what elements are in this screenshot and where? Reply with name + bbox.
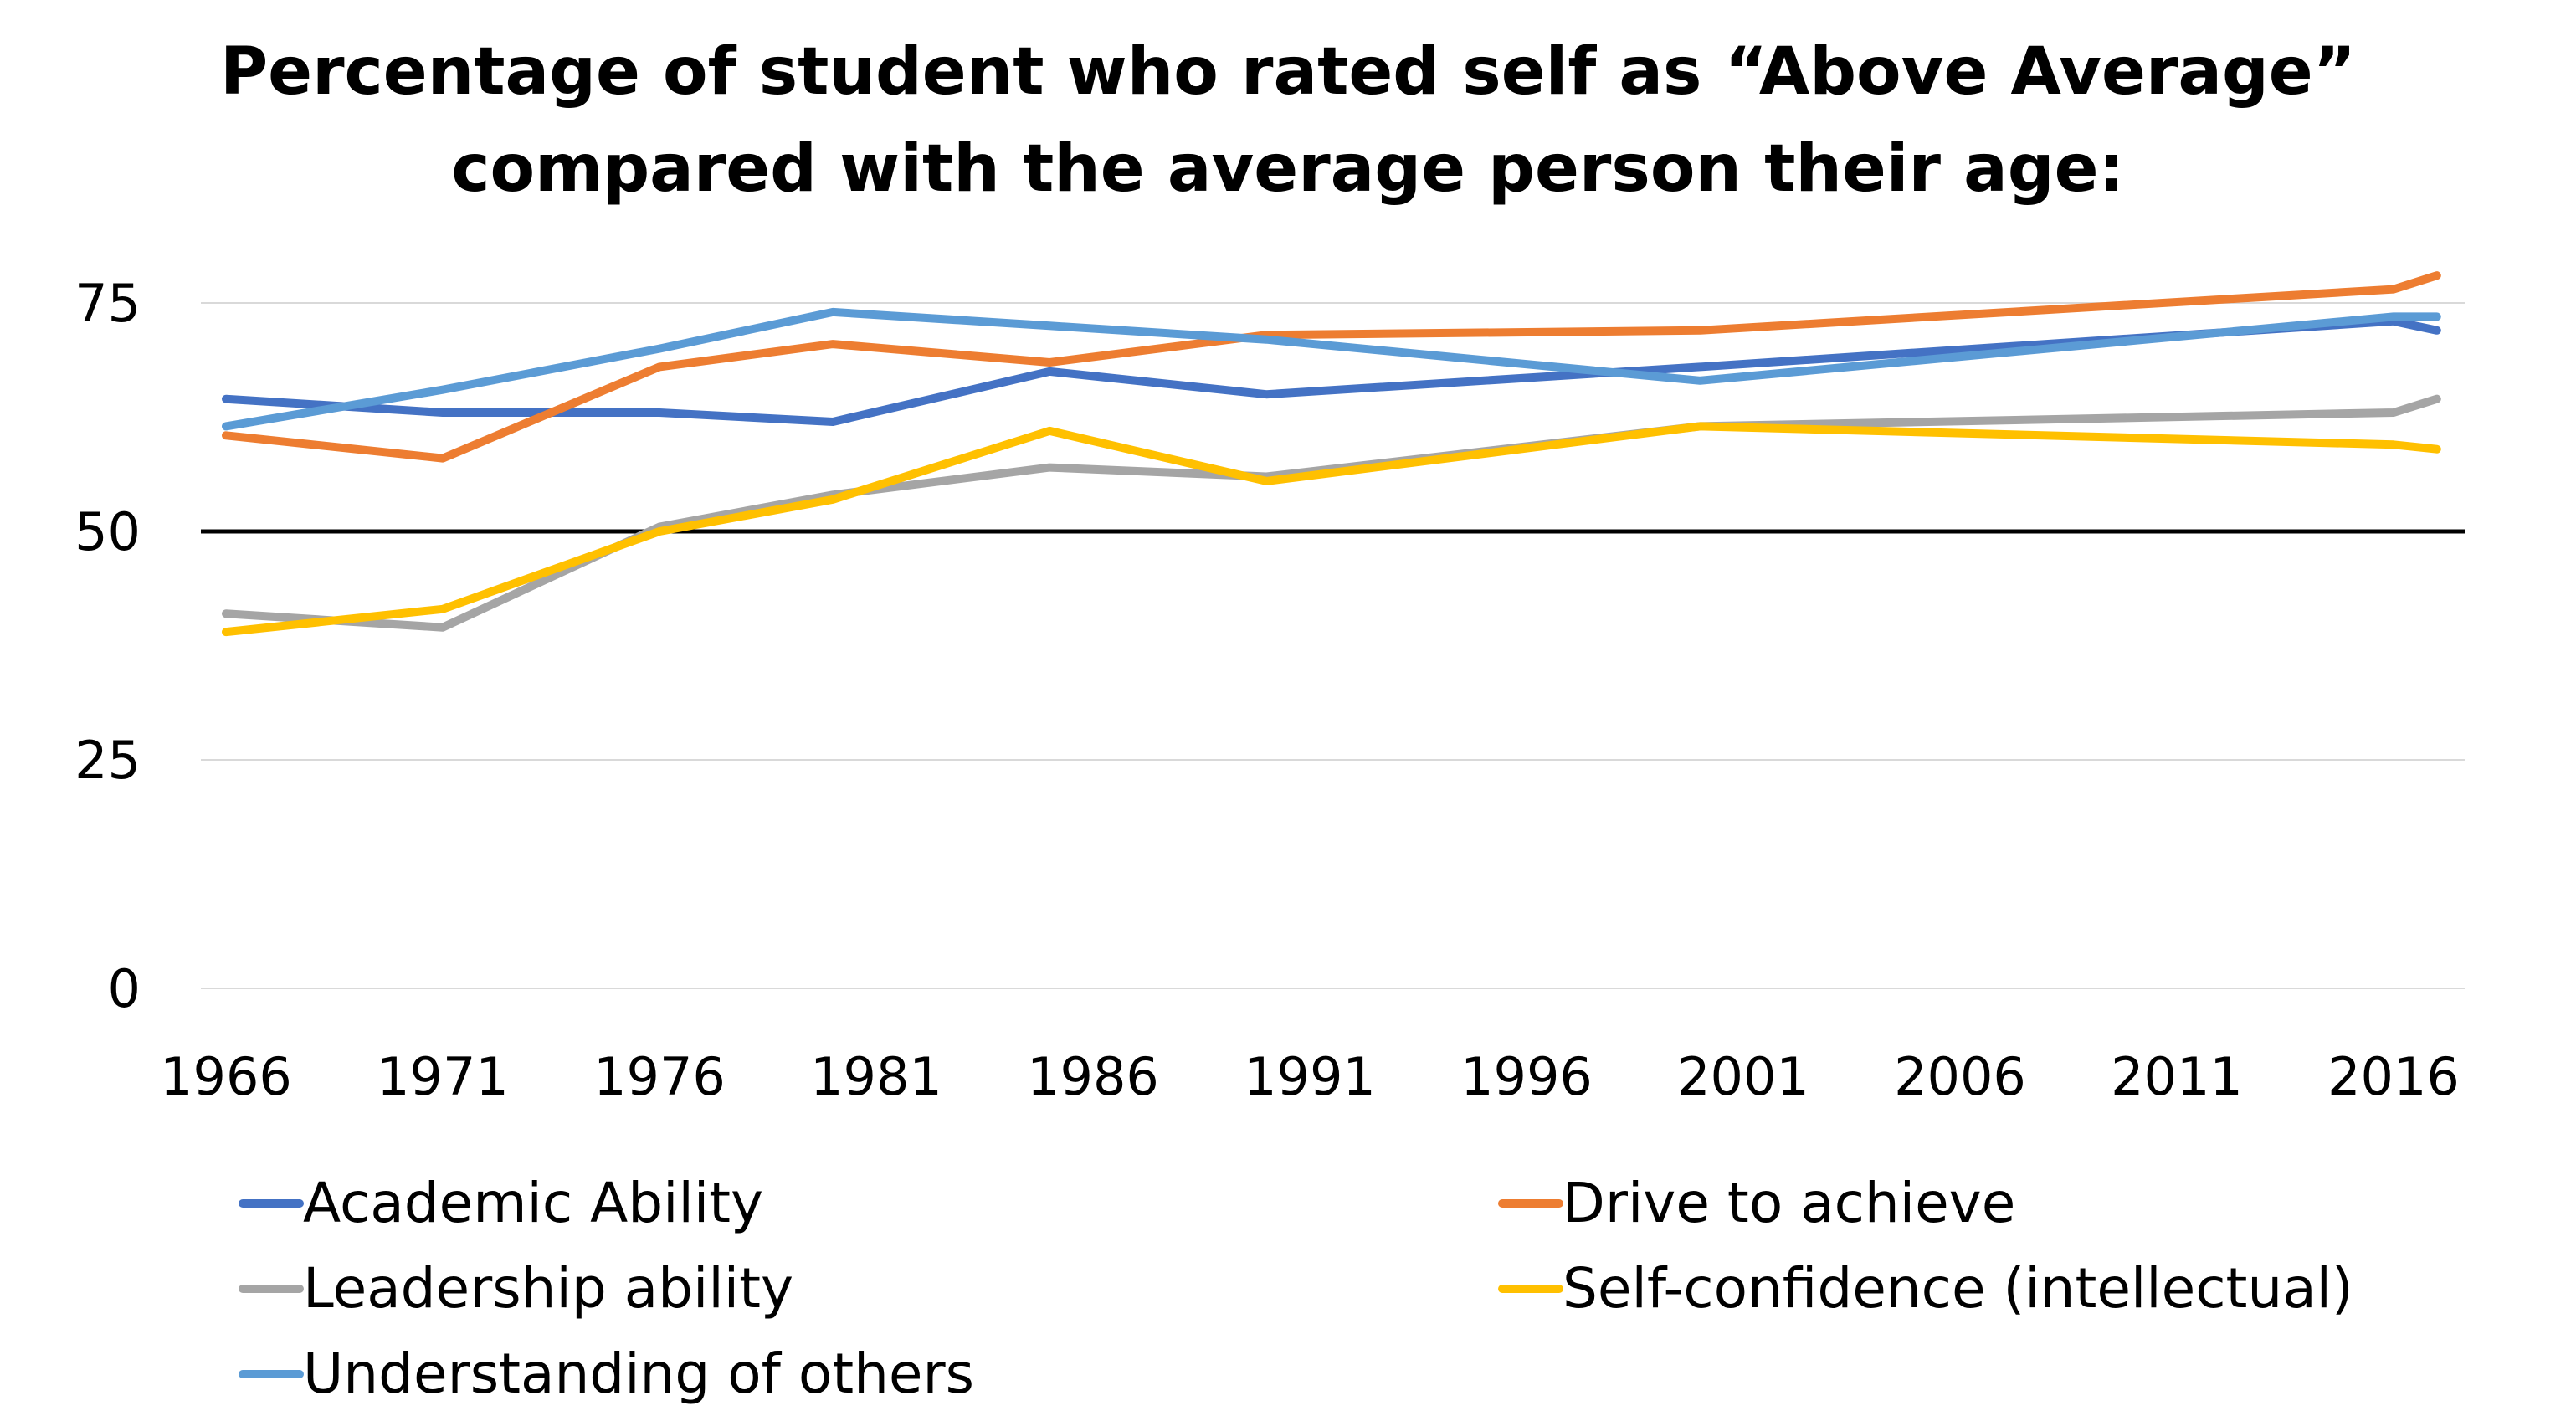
series-lines — [222, 271, 2441, 637]
x-tick-label-2016: 2016 — [2327, 1046, 2460, 1107]
x-tick-label-1991: 1991 — [1244, 1046, 1376, 1107]
x-tick-label-1976: 1976 — [593, 1046, 726, 1107]
series-line-drive-to-achieve — [222, 271, 2441, 463]
series-line-leadership-ability — [222, 394, 2441, 632]
legend-label-academic-ability: Academic Ability — [303, 1171, 763, 1235]
series-line-understanding-of-others — [222, 307, 2441, 431]
x-tick-label-1971: 1971 — [377, 1046, 509, 1107]
y-tick-label-25: 25 — [74, 730, 141, 791]
legend-label-leadership-ability: Leadership ability — [303, 1256, 793, 1321]
x-tick-label-2011: 2011 — [2111, 1046, 2243, 1107]
y-tick-label-50: 50 — [74, 501, 141, 562]
legend-label-self-confidence-intellectual: Self-confidence (intellectual) — [1563, 1256, 2353, 1321]
chart-title-line-2: compared with the average person their a… — [451, 131, 2124, 207]
x-tick-label-2001: 2001 — [1677, 1046, 1809, 1107]
legend-label-understanding-of-others: Understanding of others — [303, 1342, 974, 1406]
series-line-self-confidence-intellectual — [222, 422, 2441, 637]
x-tick-label-1996: 1996 — [1460, 1046, 1593, 1107]
x-tick-label-1966: 1966 — [160, 1046, 292, 1107]
y-tick-label-75: 75 — [74, 273, 141, 334]
gridlines — [201, 302, 2465, 989]
y-axis-tick-labels: 0 25 50 75 — [74, 273, 141, 1019]
x-tick-label-1986: 1986 — [1027, 1046, 1159, 1107]
legend-label-drive-to-achieve: Drive to achieve — [1563, 1171, 2015, 1235]
y-tick-label-0: 0 — [108, 958, 141, 1019]
legend: Academic Ability Drive to achieve Leadersh… — [239, 1171, 2353, 1406]
x-axis-tick-labels: 1966 1971 1976 1981 1986 1991 1996 2001 2006 2011… — [160, 1046, 2460, 1107]
x-tick-label-2006: 2006 — [1894, 1046, 2026, 1107]
x-tick-label-1981: 1981 — [810, 1046, 942, 1107]
chart-title-line-1: Percentage of student who rated self as … — [220, 34, 2356, 110]
